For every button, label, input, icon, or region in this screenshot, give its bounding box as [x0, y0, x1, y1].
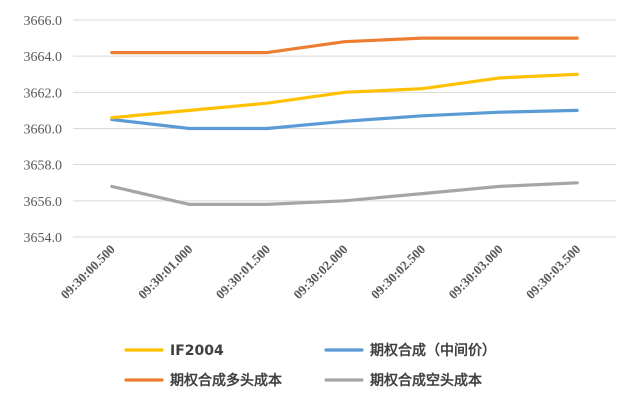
x-tick-label: 09:30:03.500 — [523, 242, 583, 302]
x-tick-label: 09:30:01.000 — [135, 242, 195, 302]
legend-label: IF2004 — [170, 343, 224, 359]
legend-item: 期权合成多头成本 — [124, 372, 283, 389]
y-axis-tick-labels: 3654.0 3656.0 3658.0 3660.0 3662.0 3664.0 3666… — [24, 14, 63, 246]
y-tick-label: 3656.0 — [24, 195, 63, 210]
y-tick-label: 3666.0 — [24, 14, 63, 29]
x-tick-label: 09:30:03.000 — [445, 242, 505, 302]
y-tick-label: 3654.0 — [24, 231, 63, 246]
series-line-2 — [110, 108, 579, 131]
y-tick-label: 3664.0 — [24, 50, 63, 65]
x-tick-label: 09:30:02.000 — [290, 242, 350, 302]
legend-label: 期权合成多头成本 — [170, 372, 283, 389]
series-line-1 — [110, 72, 579, 120]
y-tick-label: 3660.0 — [24, 123, 63, 138]
legend-item: IF2004 — [124, 343, 224, 359]
y-tick-label: 3658.0 — [24, 159, 63, 174]
x-tick-label: 09:30:02.500 — [368, 242, 428, 302]
legend-label: 期权合成（中间价） — [370, 342, 496, 359]
legend-item: 期权合成空头成本 — [324, 372, 483, 389]
legend-item: 期权合成（中间价） — [324, 342, 496, 359]
series-line-4 — [110, 181, 579, 206]
x-tick-label: 09:30:00.500 — [58, 242, 118, 302]
legend: IF2004 期权合成（中间价） 期权合成多头成本 期权合成空头成本 — [124, 342, 496, 389]
x-axis-tick-labels: 09:30:00.500 09:30:01.000 09:30:01.500 09:3… — [58, 242, 584, 302]
series-line-3 — [110, 36, 579, 55]
series-lines — [110, 36, 579, 206]
x-tick-label: 09:30:01.500 — [213, 242, 273, 302]
y-tick-label: 3662.0 — [24, 86, 63, 101]
legend-label: 期权合成空头成本 — [370, 372, 483, 389]
